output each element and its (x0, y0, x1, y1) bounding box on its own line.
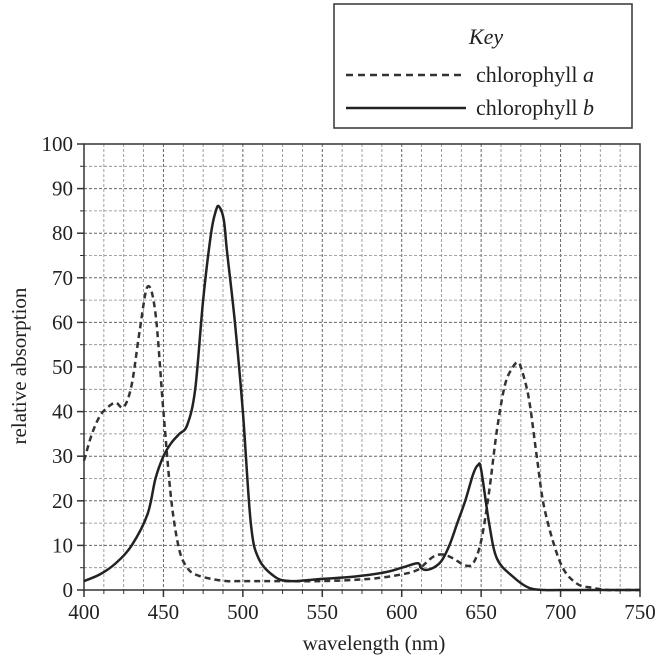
legend-label-chlorophyll-b-text: chlorophyll (476, 95, 583, 120)
axis-ticks: 400 450 500 550 600 650 700 750 0 10 20 30 40 50 60 70 8… (42, 132, 656, 624)
x-tick-label: 700 (545, 600, 577, 624)
legend-label-chlorophyll-b: chlorophyll b (476, 95, 594, 120)
legend-title: Key (468, 24, 503, 49)
x-axis-title: wavelength (nm) (303, 631, 446, 655)
x-tick-label: 400 (68, 600, 100, 624)
series-line-chlorophyll-b (83, 204, 640, 592)
legend-label-chlorophyll-a: chlorophyll a (476, 62, 594, 87)
legend-box: Key chlorophyll a chlorophyll b (333, 3, 633, 129)
y-tick-label: 70 (52, 266, 73, 290)
x-tick-label: 500 (227, 600, 259, 624)
y-tick-label: 60 (52, 310, 73, 334)
y-tick-label: 30 (52, 444, 73, 468)
series-group (82, 204, 640, 592)
x-tick-label: 600 (386, 600, 418, 624)
x-tick-label: 650 (465, 600, 497, 624)
y-tick-label: 80 (52, 221, 73, 245)
y-tick-label: 20 (52, 489, 73, 513)
y-tick-label: 50 (52, 355, 73, 379)
y-axis-title: relative absorption (7, 287, 31, 444)
y-tick-label: 10 (52, 533, 73, 557)
x-tick-label: 750 (624, 600, 656, 624)
y-tick-label: 0 (63, 578, 74, 602)
grid (83, 143, 641, 591)
x-tick-label: 450 (148, 600, 180, 624)
legend-label-chlorophyll-a-letter: a (583, 62, 594, 87)
x-tick-label: 550 (307, 600, 339, 624)
y-tick-label: 90 (52, 177, 73, 201)
legend-label-chlorophyll-b-letter: b (583, 95, 594, 120)
y-tick-label: 100 (42, 132, 74, 156)
y-tick-label: 40 (52, 400, 73, 424)
legend-label-chlorophyll-a-text: chlorophyll (476, 62, 583, 87)
